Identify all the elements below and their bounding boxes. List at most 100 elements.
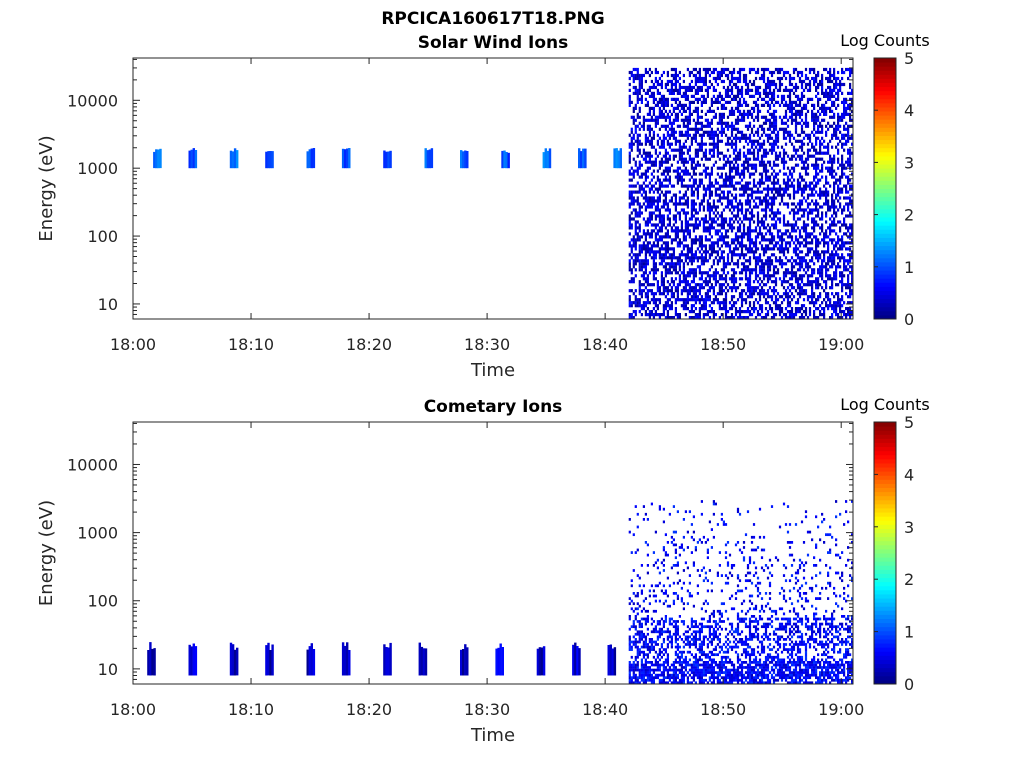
- noise-cell: [754, 235, 758, 239]
- noise-cell: [718, 199, 721, 203]
- noise-cell: [762, 91, 766, 95]
- noise-cell: [802, 163, 806, 167]
- noise-cell: [640, 268, 643, 272]
- noise-cell: [708, 232, 711, 236]
- noise-cell: [756, 187, 760, 191]
- noise-cell: [646, 229, 649, 233]
- noise-cell: [798, 232, 802, 236]
- noise-cell: [758, 298, 762, 302]
- noise-cell: [720, 121, 723, 125]
- noise-cell: [786, 301, 790, 305]
- noise-cell: [817, 163, 820, 167]
- noise-cell: [648, 127, 651, 131]
- noise-cell: [752, 178, 756, 182]
- noise-cell: [714, 229, 717, 233]
- noise-cell: [708, 298, 711, 302]
- noise-cell: [634, 163, 637, 167]
- noise-cell: [738, 193, 742, 197]
- noise-cell: [754, 205, 758, 209]
- noise-cell: [752, 172, 756, 176]
- noise-cell: [841, 136, 844, 140]
- noise-cell: [694, 295, 697, 299]
- noise-cell: [640, 175, 643, 179]
- noise-cell: [656, 103, 659, 107]
- noise-cell: [849, 301, 852, 305]
- noise-cell: [804, 265, 808, 269]
- noise-cell: [829, 238, 832, 242]
- noise-cell: [841, 310, 844, 314]
- noise-cell: [644, 262, 647, 266]
- noise-cell: [732, 70, 736, 75]
- noise-cell: [849, 163, 852, 167]
- noise-cell: [696, 130, 699, 134]
- noise-cell: [664, 256, 667, 260]
- noise-cell: [788, 94, 792, 98]
- noise-cell: [776, 235, 780, 239]
- noise-cell: [750, 166, 754, 170]
- noise-cell: [632, 259, 635, 263]
- noise-cell: [835, 307, 838, 311]
- noise-cell: [648, 199, 651, 203]
- noise-cell: [716, 97, 719, 101]
- noise-cell: [811, 298, 814, 302]
- noise-cell: [738, 199, 742, 203]
- noise-cell: [764, 298, 768, 302]
- noise-cell: [730, 205, 734, 209]
- noise-cell: [839, 181, 842, 185]
- noise-cell: [808, 202, 812, 206]
- noise-cell: [684, 211, 687, 215]
- noise-cell: [676, 313, 679, 317]
- noise-cell: [780, 193, 784, 197]
- noise-cell: [690, 157, 693, 161]
- noise-cell: [817, 307, 820, 311]
- noise-cell: [782, 187, 786, 191]
- noise-cell: [847, 253, 850, 257]
- noise-cell: [788, 97, 792, 101]
- noise-cell: [800, 256, 804, 260]
- noise-cell: [752, 241, 756, 245]
- noise-cell: [702, 229, 705, 233]
- noise-cell: [670, 301, 673, 305]
- noise-cell: [752, 133, 756, 137]
- noise-cell: [748, 292, 752, 296]
- noise-cell: [768, 178, 772, 182]
- noise-cell: [849, 136, 852, 140]
- noise-cell: [696, 142, 699, 146]
- noise-cell: [831, 202, 834, 206]
- noise-cell: [841, 112, 844, 116]
- noise-cell: [712, 277, 715, 281]
- noise-cell: [835, 223, 838, 227]
- noise-cell: [837, 121, 840, 125]
- noise-cell: [686, 289, 689, 293]
- x-tick-label: 18:30: [464, 335, 510, 354]
- noise-cell: [718, 76, 721, 81]
- noise-cell: [833, 94, 836, 98]
- noise-cell: [823, 265, 826, 269]
- noise-cell: [821, 91, 824, 95]
- noise-cell: [798, 175, 802, 179]
- noise-cell: [632, 172, 635, 176]
- noise-cell: [682, 211, 685, 215]
- noise-cell: [658, 106, 661, 110]
- noise-cell: [776, 304, 780, 308]
- noise-cell: [730, 316, 734, 320]
- noise-cell: [744, 139, 748, 143]
- noise-cell: [837, 148, 840, 152]
- noise-cell: [770, 79, 774, 84]
- noise-cell: [664, 286, 667, 290]
- noise-cell: [768, 196, 772, 200]
- noise-cell: [841, 256, 844, 260]
- noise-cell: [770, 199, 774, 203]
- noise-cell: [776, 187, 780, 191]
- noise-cell: [806, 193, 810, 197]
- noise-cell: [664, 301, 667, 305]
- noise-cell: [664, 166, 667, 170]
- noise-cell: [734, 145, 738, 149]
- noise-cell: [728, 82, 732, 87]
- pulse-cell: [265, 151, 268, 169]
- noise-cell: [754, 241, 758, 245]
- noise-cell: [782, 253, 786, 257]
- noise-cell: [738, 244, 742, 248]
- noise-cell: [654, 121, 657, 125]
- noise-cell: [650, 196, 653, 200]
